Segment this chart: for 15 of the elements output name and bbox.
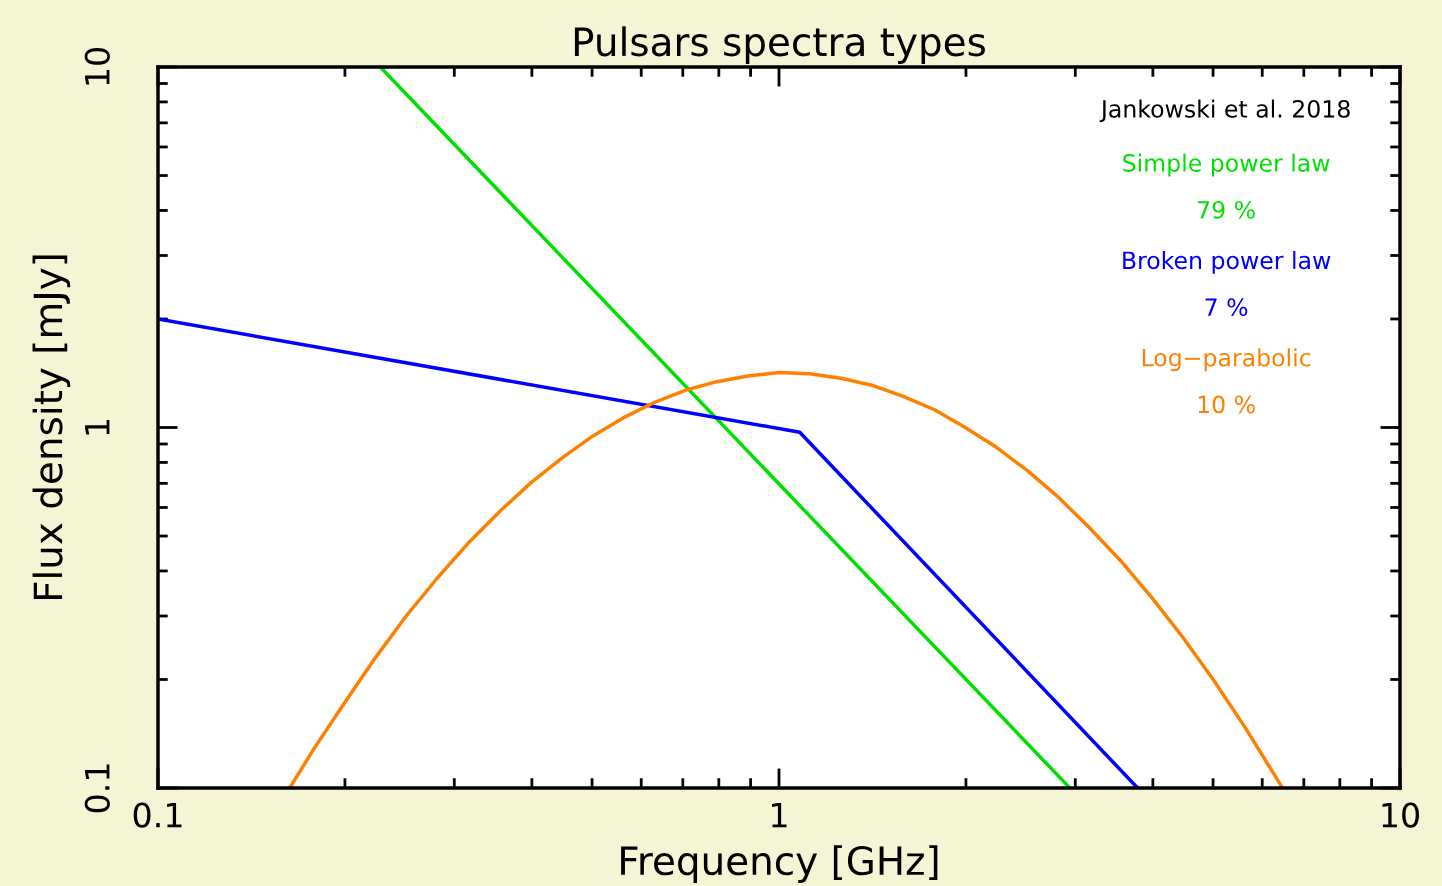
y-tick-label: 10 <box>84 48 110 85</box>
annotation: Jankowski et al. 2018 <box>1099 99 1350 123</box>
annotation: 7 % <box>1205 298 1248 317</box>
x-tick-label: 1 <box>772 802 787 828</box>
text: Simple power law <box>1123 153 1330 177</box>
annotation: 10 % <box>1198 395 1255 414</box>
annotation: 79 % <box>1198 200 1255 219</box>
chart-title: Pulsars spectra types <box>574 26 985 64</box>
text: Broken power law <box>1123 250 1331 274</box>
x-tick-label: 10 <box>1382 802 1419 828</box>
x-axis-title: Frequency [GHz] <box>621 845 938 883</box>
y-axis-title: Flux density [mJy] <box>32 255 71 600</box>
x-tick-label: 0.1 <box>133 802 182 828</box>
text: Log−parabolic <box>1142 348 1311 372</box>
y-tick-label: 1 <box>85 419 110 435</box>
